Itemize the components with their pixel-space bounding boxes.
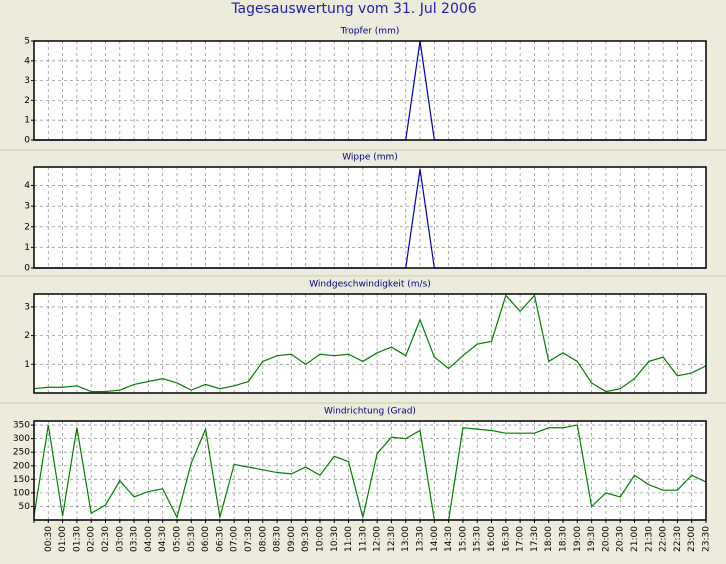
y-tick-label: 1 xyxy=(24,360,30,370)
x-tick-label: 06:30 xyxy=(215,526,225,552)
plot-border xyxy=(33,40,707,141)
x-tick-label: 13:00 xyxy=(401,526,411,552)
x-tick-label: 18:30 xyxy=(559,526,569,552)
y-tick-label: 250 xyxy=(13,448,30,458)
x-tick-label: 00:30 xyxy=(44,526,54,552)
y-tick-label: 50 xyxy=(19,502,31,512)
y-tick-label: 3 xyxy=(24,76,30,86)
x-tick-label: 10:00 xyxy=(315,526,325,552)
x-tick-label: 04:30 xyxy=(158,526,168,552)
x-tick-label: 10:30 xyxy=(330,526,340,552)
x-tick-label: 22:30 xyxy=(673,526,683,552)
chart-title: Tropfer (mm) xyxy=(340,27,400,37)
x-tick-label: 07:30 xyxy=(244,526,254,552)
plot-area xyxy=(34,167,706,268)
y-tick-label: 0 xyxy=(24,136,30,146)
x-tick-label: 11:30 xyxy=(358,526,368,552)
x-tick-label: 12:00 xyxy=(373,526,383,552)
plot-area xyxy=(34,41,706,140)
y-tick-label: 2 xyxy=(24,222,30,232)
y-tick-label: 4 xyxy=(24,56,30,66)
y-tick-label: 3 xyxy=(24,202,30,212)
x-tick-label: 19:30 xyxy=(587,526,597,552)
plot-border xyxy=(33,293,707,394)
y-tick-label: 2 xyxy=(24,331,30,341)
x-tick-label: 15:00 xyxy=(458,526,468,552)
y-tick-label: 0 xyxy=(24,264,30,274)
x-tick-label: 14:00 xyxy=(430,526,440,552)
page-title: Tagesauswertung vom 31. Jul 2006 xyxy=(230,1,476,17)
data-line xyxy=(33,424,707,521)
x-tick-label: 06:00 xyxy=(201,526,211,552)
y-tick-label: 1 xyxy=(24,116,30,126)
x-tick-label: 05:00 xyxy=(172,526,182,552)
data-line xyxy=(33,294,707,393)
x-tick-label: 09:30 xyxy=(301,526,311,552)
x-tick-label: 01:00 xyxy=(58,526,68,552)
x-tick-label: 02:30 xyxy=(101,526,111,552)
x-tick-label: 23:30 xyxy=(702,526,712,552)
x-tick-label: 13:30 xyxy=(416,526,426,552)
x-tick-label: 18:00 xyxy=(544,526,554,552)
x-tick-label: 19:00 xyxy=(573,526,583,552)
x-tick-label: 08:00 xyxy=(258,526,268,552)
x-tick-label: 01:30 xyxy=(72,526,82,552)
plot-border xyxy=(33,166,707,269)
x-tick-label: 09:00 xyxy=(287,526,297,552)
x-tick-label: 20:30 xyxy=(616,526,626,552)
x-tick-label: 14:30 xyxy=(444,526,454,552)
plot-area xyxy=(34,294,706,393)
x-tick-label: 20:00 xyxy=(601,526,611,552)
y-tick-label: 150 xyxy=(13,475,30,485)
chart-title: Windrichtung (Grad) xyxy=(324,407,416,417)
x-tick-label: 03:00 xyxy=(115,526,125,552)
y-tick-label: 3 xyxy=(24,302,30,312)
x-tick-label: 17:30 xyxy=(530,526,540,552)
y-tick-label: 300 xyxy=(13,434,30,444)
x-tick-label: 23:00 xyxy=(687,526,697,552)
y-tick-label: 200 xyxy=(13,461,30,471)
x-tick-label: 16:30 xyxy=(501,526,511,552)
y-tick-label: 4 xyxy=(24,181,30,191)
y-tick-label: 100 xyxy=(13,488,30,498)
x-tick-label: 22:00 xyxy=(659,526,669,552)
x-tick-label: 03:30 xyxy=(130,526,140,552)
y-tick-label: 1 xyxy=(24,243,30,253)
x-tick-label: 05:30 xyxy=(187,526,197,552)
x-tick-label: 21:00 xyxy=(630,526,640,552)
x-tick-label: 17:00 xyxy=(516,526,526,552)
x-tick-label: 07:00 xyxy=(230,526,240,552)
x-tick-label: 16:00 xyxy=(487,526,497,552)
x-tick-label: 02:00 xyxy=(87,526,97,552)
plot-border xyxy=(33,420,707,521)
x-tick-label: 11:00 xyxy=(344,526,354,552)
y-tick-label: 2 xyxy=(24,96,30,106)
y-tick-label: 350 xyxy=(13,421,30,431)
x-tick-label: 15:30 xyxy=(473,526,483,552)
y-tick-label: 5 xyxy=(24,37,30,47)
chart-title: Windgeschwindigkeit (m/s) xyxy=(309,280,431,290)
x-tick-label: 12:30 xyxy=(387,526,397,552)
x-tick-label: 08:30 xyxy=(273,526,283,552)
chart-title: Wippe (mm) xyxy=(342,153,398,163)
x-tick-label: 21:30 xyxy=(644,526,654,552)
x-tick-label: 04:00 xyxy=(144,526,154,552)
plot-area xyxy=(34,421,706,520)
